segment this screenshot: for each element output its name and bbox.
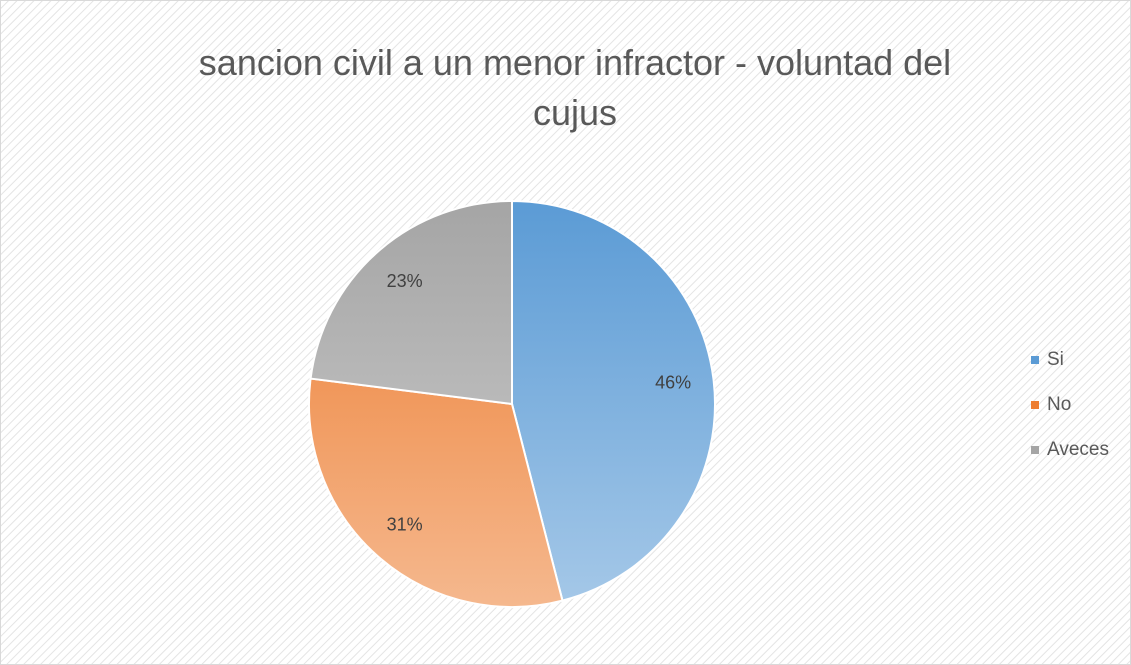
- data-label: 23%: [387, 271, 423, 291]
- data-label: 46%: [655, 372, 691, 392]
- data-label: 31%: [387, 515, 423, 535]
- legend-swatch: [1031, 401, 1039, 409]
- pie-slice: [511, 199, 716, 602]
- pie-slice: [308, 377, 564, 608]
- legend-swatch: [1031, 356, 1039, 364]
- chart-title: sancion civil a un menor infractor - vol…: [198, 42, 952, 133]
- pie-slice: [309, 199, 513, 406]
- legend-label: No: [1047, 394, 1071, 415]
- legend-swatch: [1031, 446, 1039, 454]
- legend-label: Si: [1047, 349, 1064, 370]
- legend-label: Aveces: [1047, 439, 1109, 460]
